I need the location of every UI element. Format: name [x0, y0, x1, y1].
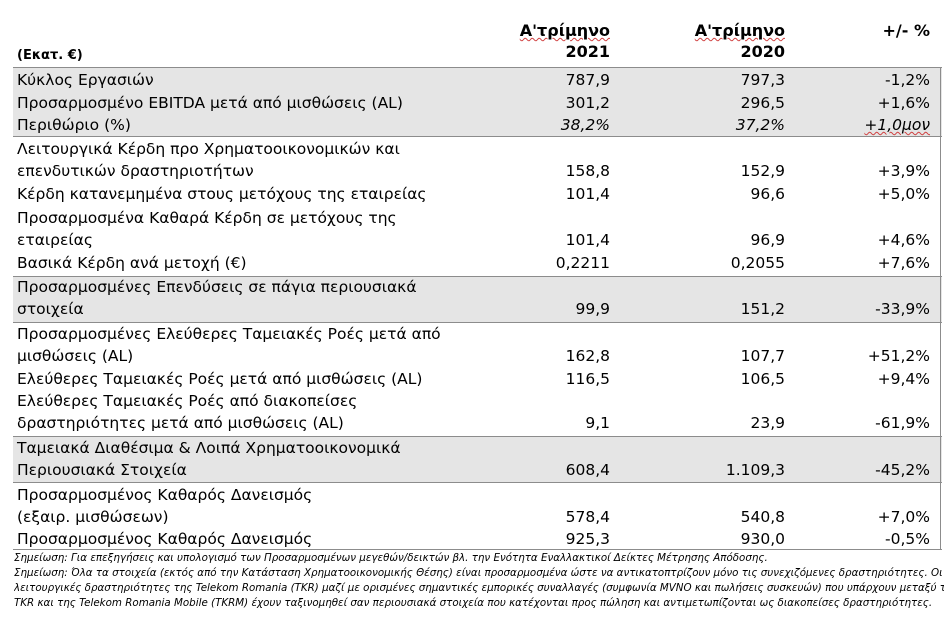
footnote: Σημείωση: Για επεξηγήσεις και υπολογισμό… — [14, 552, 768, 564]
row-label: Βασικά Κέρδη ανά μετοχή (€) — [17, 254, 247, 272]
row-label: Περιθώριο (%) — [17, 116, 131, 134]
rule — [13, 276, 942, 277]
value-change: +51,2% — [867, 347, 930, 365]
col2-header-year: 2020 — [740, 42, 785, 61]
value-change: +1,6% — [877, 94, 930, 112]
value-2021: 38,2% — [560, 116, 610, 134]
row-label: Προσαρμοσμένος Καθαρός Δανεισμός — [17, 486, 313, 504]
footnote: TKR και της Telekom Romania Mobile (TKRM… — [14, 597, 933, 609]
row-label: Κύκλος Εργασιών — [17, 71, 154, 89]
row-label: Προσαρμοσμένες Επενδύσεις σε πάγια περιο… — [17, 278, 417, 296]
col2-header-quarter: Α'τρίμηνο — [694, 21, 785, 40]
rule — [13, 322, 942, 323]
value-2021: 301,2 — [565, 94, 610, 112]
value-2020: 0,2055 — [730, 254, 785, 272]
footnote: Σημείωση: Όλα τα στοιχεία (εκτός από την… — [14, 567, 943, 579]
row-label: Προσαρμοσμένα Καθαρά Κέρδη σε μετόχους τ… — [17, 209, 397, 227]
value-change: +5,0% — [877, 185, 930, 203]
value-2021: 101,4 — [565, 231, 610, 249]
row-label: Προσαρμοσμένος Καθαρός Δανεισμός — [17, 530, 313, 548]
value-2020: 1.109,3 — [725, 461, 785, 479]
value-2020: 151,2 — [740, 300, 785, 318]
row-label: Κέρδη κατανεμημένα στους μετόχους της ετ… — [17, 185, 427, 203]
value-change: +3,9% — [877, 162, 930, 180]
value-2021: 608,4 — [565, 461, 610, 479]
shaded-band-3 — [13, 436, 942, 482]
value-2020: 797,3 — [740, 71, 785, 89]
value-change: -1,2% — [885, 71, 930, 89]
value-change: +1,0μον — [864, 116, 930, 134]
value-2021: 578,4 — [565, 508, 610, 526]
value-2020: 540,8 — [740, 508, 785, 526]
value-2020: 96,9 — [750, 231, 785, 249]
value-2021: 0,2211 — [555, 254, 610, 272]
row-label: Προσαρμοσμένο EBITDA μετά από μισθώσεις … — [17, 94, 403, 112]
value-2021: 116,5 — [565, 370, 610, 388]
row-label-cont: στοιχεία — [17, 300, 84, 318]
row-label-cont: μισθώσεις (AL) — [17, 347, 134, 365]
value-change: +7,0% — [877, 508, 930, 526]
value-change: +4,6% — [877, 231, 930, 249]
value-2020: 23,9 — [750, 414, 785, 432]
value-2021: 99,9 — [575, 300, 610, 318]
value-change: +9,4% — [877, 370, 930, 388]
row-label-cont: εταιρείας — [17, 231, 93, 249]
value-2020: 37,2% — [735, 116, 785, 134]
value-2020: 296,5 — [740, 94, 785, 112]
rule — [13, 136, 942, 137]
value-2020: 107,7 — [740, 347, 785, 365]
value-2021: 787,9 — [565, 71, 610, 89]
value-2021: 162,8 — [565, 347, 610, 365]
rule — [13, 549, 942, 550]
col1-header-year: 2021 — [565, 42, 610, 61]
value-2021: 158,8 — [565, 162, 610, 180]
rule — [13, 436, 942, 437]
row-label-cont: επενδυτικών δραστηριοτήτων — [17, 162, 254, 180]
col3-header-change: +/- % — [882, 21, 931, 40]
rule — [13, 67, 942, 68]
footnote: λειτουργικές δραστηριότητες της Telekom … — [14, 582, 944, 594]
value-2020: 152,9 — [740, 162, 785, 180]
value-change: -45,2% — [875, 461, 930, 479]
unit-label: (Εκατ. €) — [17, 48, 83, 63]
value-change: -0,5% — [885, 530, 930, 548]
value-2021: 101,4 — [565, 185, 610, 203]
row-label: Λειτουργικά Κέρδη προ Χρηματοοικονομικών… — [17, 140, 400, 158]
row-label-cont: δραστηριότητες μετά από μισθώσεις (AL) — [17, 414, 344, 432]
row-label: Προσαρμοσμένες Ελεύθερες Ταμειακές Ροές … — [17, 325, 441, 343]
right-border — [940, 67, 941, 549]
shaded-band-2 — [13, 276, 942, 322]
value-change: -61,9% — [875, 414, 930, 432]
shaded-band-1 — [13, 67, 942, 136]
row-label-cont: (εξαιρ. μισθώσεων) — [17, 508, 169, 526]
value-change: -33,9% — [875, 300, 930, 318]
row-label: Ελεύθερες Ταμειακές Ροές από διακοπείσες — [17, 392, 358, 410]
value-2021: 9,1 — [585, 414, 610, 432]
row-label-cont: Περιουσιακά Στοιχεία — [17, 461, 187, 479]
value-2020: 930,0 — [740, 530, 785, 548]
value-2021: 925,3 — [565, 530, 610, 548]
value-2020: 106,5 — [740, 370, 785, 388]
row-label: Ελεύθερες Ταμειακές Ροές μετά από μισθώσ… — [17, 370, 423, 388]
rule — [13, 482, 942, 483]
value-2020: 96,6 — [750, 185, 785, 203]
col1-header-quarter: Α'τρίμηνο — [519, 21, 610, 40]
row-label: Ταμειακά Διαθέσιμα & Λοιπά Χρηματοοικονο… — [17, 439, 401, 457]
value-change: +7,6% — [877, 254, 930, 272]
